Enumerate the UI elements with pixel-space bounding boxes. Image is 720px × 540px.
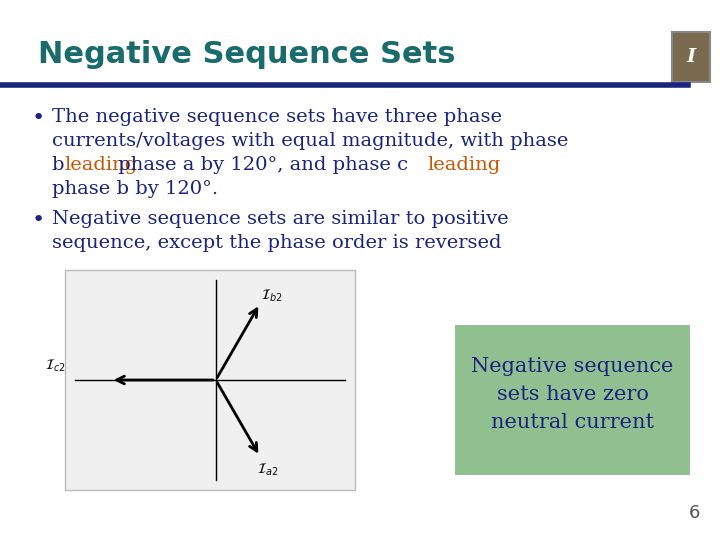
Text: currents/voltages with equal magnitude, with phase: currents/voltages with equal magnitude, … (52, 132, 568, 150)
Text: 6: 6 (688, 504, 700, 522)
Text: phase b by 120°.: phase b by 120°. (52, 180, 218, 198)
Text: •: • (32, 108, 45, 128)
Text: b: b (52, 156, 71, 174)
FancyBboxPatch shape (672, 32, 710, 82)
Text: $\mathcal{I}_{a2}$: $\mathcal{I}_{a2}$ (257, 462, 279, 478)
FancyBboxPatch shape (65, 270, 355, 490)
Text: The negative sequence sets have three phase: The negative sequence sets have three ph… (52, 108, 502, 126)
Text: leading: leading (427, 156, 500, 174)
Text: leading: leading (64, 156, 138, 174)
Text: •: • (32, 210, 45, 230)
Text: Negative sequence
sets have zero
neutral current: Negative sequence sets have zero neutral… (472, 357, 674, 433)
Text: $\mathcal{I}_{b2}$: $\mathcal{I}_{b2}$ (261, 288, 282, 304)
FancyBboxPatch shape (455, 325, 690, 475)
Text: sequence, except the phase order is reversed: sequence, except the phase order is reve… (52, 234, 502, 252)
Text: $\mathcal{I}_{c2}$: $\mathcal{I}_{c2}$ (45, 358, 66, 374)
Text: Negative sequence sets are similar to positive: Negative sequence sets are similar to po… (52, 210, 508, 228)
Text: phase a by 120°, and phase c: phase a by 120°, and phase c (112, 156, 415, 174)
Text: I: I (686, 48, 696, 66)
Text: Negative Sequence Sets: Negative Sequence Sets (38, 40, 456, 69)
